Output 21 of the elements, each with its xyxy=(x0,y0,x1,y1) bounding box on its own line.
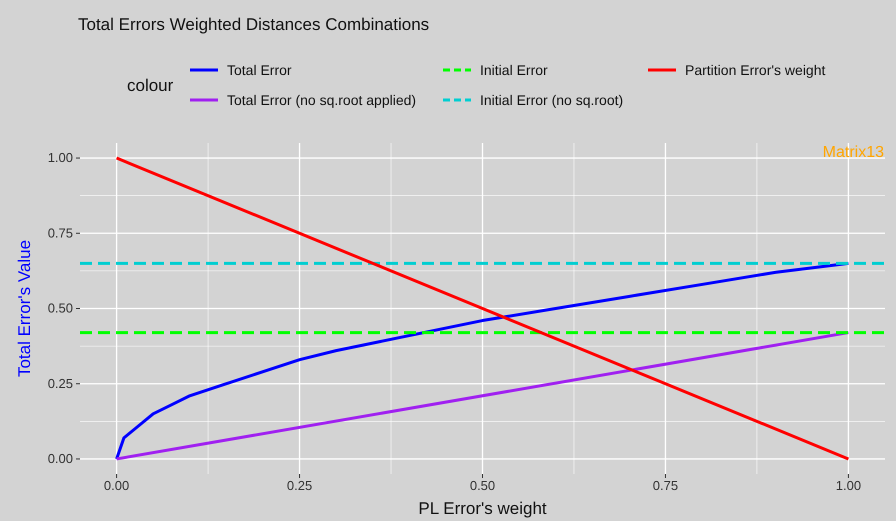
legend-label: Total Error xyxy=(227,62,292,78)
legend-label: Partition Error's weight xyxy=(685,62,826,78)
x-tick-label: 0.50 xyxy=(470,478,496,494)
x-tick-label: 0.75 xyxy=(652,478,678,494)
x-tick-label: 0.00 xyxy=(104,478,130,494)
y-tick-label: 0.75 xyxy=(48,225,73,240)
y-tick-label: 0.25 xyxy=(48,376,73,391)
y-tick-label: 0.50 xyxy=(48,300,73,316)
x-tick-label: 1.00 xyxy=(836,478,862,494)
annotation: Matrix13 xyxy=(822,144,884,161)
x-axis-title: PL Error's weight xyxy=(418,499,547,518)
x-tick-label: 0.25 xyxy=(286,478,312,494)
legend-label: Total Error (no sq.root applied) xyxy=(227,92,416,108)
y-tick-label: 0.00 xyxy=(48,451,73,466)
legend-label: Initial Error xyxy=(480,62,548,78)
line-series xyxy=(115,262,850,460)
legend-label: Initial Error (no sq.root) xyxy=(480,92,624,108)
legend-title: colour xyxy=(127,76,174,95)
y-axis-title: Total Error's Value xyxy=(15,240,34,378)
chart-title: Total Errors Weighted Distances Combinations xyxy=(78,15,430,34)
y-tick-label: 1.00 xyxy=(48,150,73,166)
